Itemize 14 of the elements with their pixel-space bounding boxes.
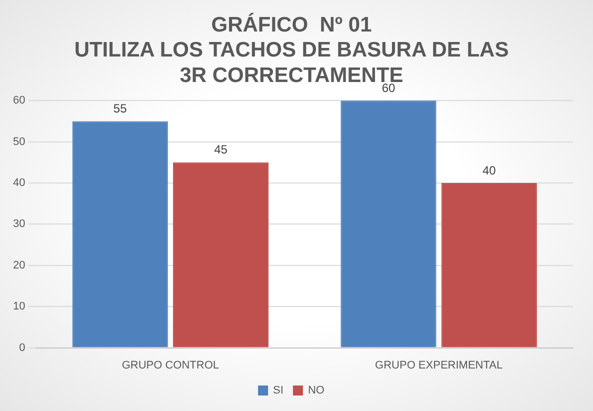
y-tick-label: 60 xyxy=(12,94,26,107)
data-label: 45 xyxy=(214,142,228,157)
legend-label: SI xyxy=(273,384,284,397)
y-tick-label: 0 xyxy=(19,342,26,354)
data-label: 55 xyxy=(113,102,128,116)
x-tick-label: GRUPO EXPERIMENTAL xyxy=(375,359,503,372)
y-tick-label: 20 xyxy=(12,259,26,272)
y-tick-label: 30 xyxy=(12,218,26,230)
x-tick-label: GRUPO CONTROL xyxy=(122,359,220,372)
legend-label: NO xyxy=(308,384,325,397)
y-tick-label: 50 xyxy=(12,136,26,148)
data-label: 40 xyxy=(482,163,496,178)
y-tick-label: 10 xyxy=(12,300,26,313)
y-tick-label: 40 xyxy=(12,177,26,190)
